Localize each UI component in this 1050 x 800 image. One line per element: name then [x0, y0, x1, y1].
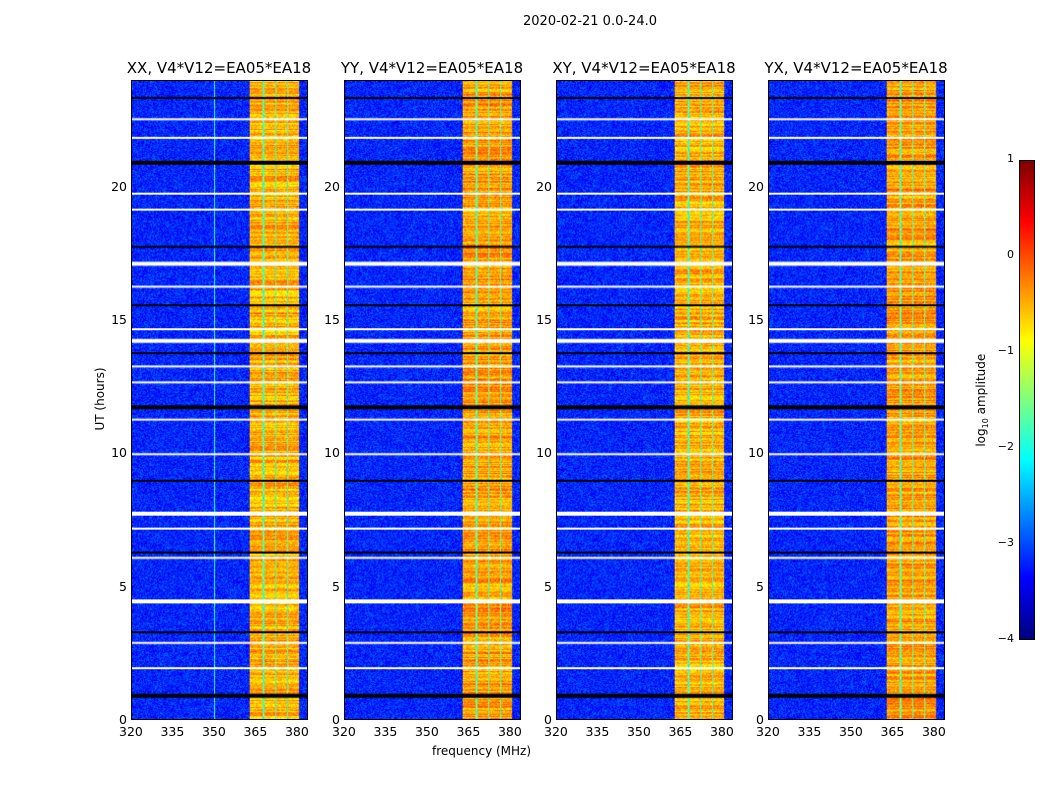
x-tick-label: 380 [709, 724, 734, 739]
heatmap-panel [556, 80, 733, 720]
panel-title: YY, V4*V12=EA05*EA18 [340, 59, 524, 77]
y-tick-label: 20 [111, 178, 127, 194]
y-tick-label: 20 [748, 178, 764, 194]
y-tick-label: 0 [332, 712, 340, 727]
y-tick-label: 10 [324, 445, 340, 461]
x-tick-label: 380 [497, 724, 522, 739]
colorbar-tick-label: −4 [997, 632, 1014, 645]
x-tick-label: 380 [921, 724, 946, 739]
colorbar-tick-label: −1 [997, 344, 1014, 357]
y-tick-label: 0 [756, 712, 764, 727]
colorbar-tick-label: −3 [997, 536, 1014, 549]
colorbar-tick-label: 1 [1007, 152, 1014, 165]
y-tick-label: 15 [536, 312, 552, 327]
y-tick-label: 0 [119, 712, 127, 727]
x-tick-label: 365 [668, 724, 693, 739]
colorbar [1019, 160, 1035, 640]
x-tick-label: 320 [119, 724, 143, 739]
x-tick-label: 380 [284, 724, 309, 739]
y-tick-label: 15 [748, 312, 764, 327]
y-tick-label: 20 [324, 178, 340, 194]
x-tick-label: 335 [373, 724, 398, 739]
x-tick-label: 335 [585, 724, 610, 739]
x-tick-label: 365 [243, 724, 268, 739]
y-tick-label: 15 [111, 312, 127, 327]
colorbar-tick-label: −2 [997, 440, 1014, 453]
panel-title: XY, V4*V12=EA05*EA18 [552, 59, 736, 77]
x-tick-label: 350 [201, 724, 226, 739]
y-tick-label: 10 [111, 445, 127, 461]
y-tick-label: 5 [119, 578, 127, 594]
x-tick-label: 320 [544, 724, 568, 739]
y-tick-label: 0 [544, 712, 552, 727]
x-tick-label: 335 [797, 724, 822, 739]
x-axis-label: frequency (MHz) [432, 744, 532, 758]
y-tick-label: 5 [544, 578, 552, 594]
colorbar-label-prefix: log [973, 428, 988, 447]
x-tick-label: 320 [332, 724, 356, 739]
x-tick-label: 365 [456, 724, 481, 739]
y-tick-label: 20 [536, 178, 552, 194]
y-tick-label: 15 [324, 312, 340, 327]
y-axis-label: UT (hours) [93, 367, 107, 431]
x-tick-label: 320 [756, 724, 780, 739]
heatmap-panel [131, 80, 308, 720]
colorbar-label-suffix: amplitude [973, 353, 988, 419]
heatmap-panel [768, 80, 945, 720]
x-tick-label: 350 [414, 724, 439, 739]
heatmap-panel [344, 80, 521, 720]
colorbar-tick-label: 0 [1007, 248, 1014, 261]
x-tick-label: 335 [160, 724, 185, 739]
y-tick-label: 5 [756, 578, 764, 594]
colorbar-label-sub: 10 [981, 418, 991, 429]
panel-title: XX, V4*V12=EA05*EA18 [126, 59, 312, 77]
y-tick-label: 10 [748, 445, 764, 461]
y-tick-label: 5 [332, 578, 340, 594]
panel-title: YX, V4*V12=EA05*EA18 [764, 59, 948, 77]
x-tick-label: 365 [880, 724, 905, 739]
y-tick-label: 10 [536, 445, 552, 461]
x-tick-label: 350 [626, 724, 651, 739]
x-tick-label: 350 [838, 724, 863, 739]
colorbar-label: log10 amplitude [974, 335, 990, 465]
figure-title: 2020-02-21 0.0-24.0 [523, 14, 657, 29]
